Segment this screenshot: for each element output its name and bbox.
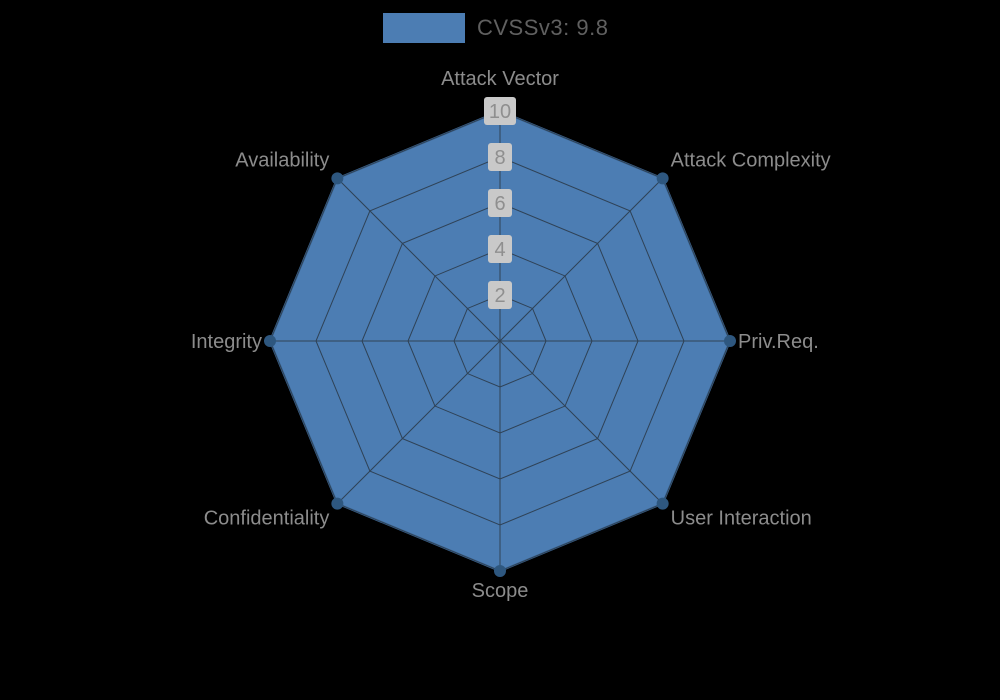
tick-label: 8 — [494, 147, 505, 169]
vertex-dot — [331, 497, 344, 510]
axis-label-availability: Availability — [235, 149, 329, 171]
legend-item-cvssv3[interactable]: CVSSv3: 9.8 — [383, 13, 608, 43]
axis-spoke — [499, 178, 663, 342]
axis-label-attack-complexity: Attack Complexity — [671, 149, 831, 171]
tick-label: 4 — [494, 239, 505, 261]
tick-label-box — [488, 281, 512, 309]
tick-label: 10 — [489, 101, 511, 123]
axis-label-user-interaction: User Interaction — [671, 508, 812, 530]
axis-label-integrity: Integrity — [191, 331, 262, 353]
tick-label: 2 — [494, 285, 505, 307]
vertex-dot — [656, 172, 669, 185]
vertex-dot — [331, 172, 344, 185]
vertex-dot — [724, 335, 736, 347]
axis-spoke — [337, 178, 501, 342]
vertex-dot — [656, 497, 669, 510]
tick-label: 6 — [494, 193, 505, 215]
axis-spoke — [337, 340, 501, 504]
legend-label: CVSSv3: 9.8 — [477, 15, 609, 40]
axis-label-priv-req: Priv.Req. — [738, 331, 819, 353]
vertex-dot — [264, 335, 276, 347]
axis-spoke — [499, 340, 663, 504]
axis-label-attack-vector: Attack Vector — [441, 68, 559, 90]
tick-label-box — [488, 143, 512, 171]
tick-label-box — [488, 235, 512, 263]
tick-label-box — [488, 189, 512, 217]
vertex-dot — [494, 565, 506, 577]
axis-label-scope: Scope — [472, 580, 529, 602]
tick-label-box — [484, 97, 516, 125]
axis-label-confidentiality: Confidentiality — [204, 508, 330, 530]
legend-swatch — [383, 13, 465, 43]
